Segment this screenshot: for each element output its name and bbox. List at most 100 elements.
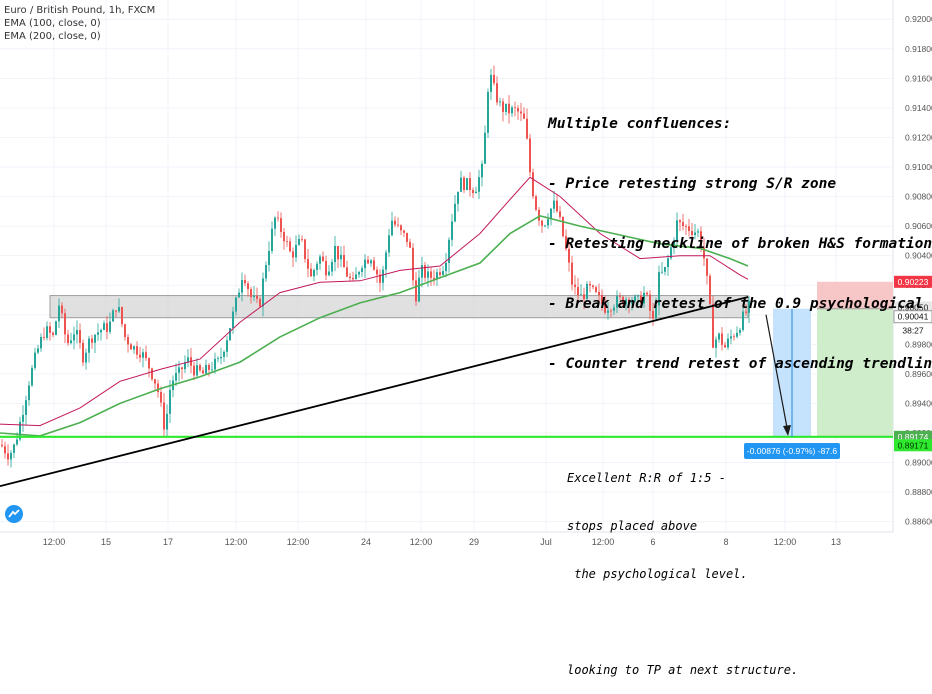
- candle-body: [13, 444, 15, 453]
- candle-body: [352, 277, 354, 280]
- candle-body: [574, 284, 576, 288]
- candle-body: [481, 163, 483, 178]
- zones[interactable]: [49, 281, 893, 437]
- candle-body: [724, 344, 726, 348]
- candle-body: [241, 280, 243, 293]
- candle-body: [436, 272, 438, 280]
- candle-body: [85, 352, 87, 363]
- candle-body: [571, 262, 573, 285]
- candle-body: [58, 305, 60, 322]
- candle-body: [649, 294, 651, 311]
- candle-body: [325, 260, 327, 276]
- candle-body: [103, 323, 105, 330]
- candle-body: [46, 326, 48, 338]
- candle-body: [307, 259, 309, 269]
- candle-body: [646, 292, 648, 295]
- tradingview-logo-icon[interactable]: [4, 504, 24, 524]
- candle-body: [397, 224, 399, 226]
- candle-body: [295, 244, 297, 258]
- ema100-legend[interactable]: EMA (100, close, 0): [4, 18, 101, 29]
- candle-body: [106, 323, 108, 332]
- candle-body: [730, 336, 732, 339]
- candle-body: [433, 277, 435, 280]
- candle-body: [121, 307, 123, 325]
- candle-body: [607, 310, 609, 313]
- candle-body: [310, 268, 312, 277]
- candle-body: [232, 311, 234, 329]
- candle-body: [595, 287, 597, 292]
- candle-body: [454, 203, 456, 222]
- candle-body: [622, 296, 624, 305]
- candle-body: [268, 250, 270, 266]
- price-tag-text: 0.89171: [898, 440, 929, 450]
- candle-body: [145, 352, 147, 359]
- candle-body: [67, 334, 69, 344]
- candle-body: [670, 247, 672, 259]
- ema200-legend[interactable]: EMA (200, close, 0): [4, 31, 101, 42]
- candle-body: [169, 389, 171, 414]
- candle-body: [370, 260, 372, 264]
- candle-body: [727, 338, 729, 348]
- time-tick-label: 17: [163, 537, 173, 547]
- candle-body: [331, 262, 333, 272]
- candle-body: [520, 111, 522, 114]
- candle-body: [640, 295, 642, 304]
- candle-body: [652, 310, 654, 319]
- candle-body: [229, 328, 231, 341]
- time-tick-label: 12:00: [225, 537, 248, 547]
- candle-body: [124, 324, 126, 338]
- candle-body: [469, 178, 471, 191]
- candle-body: [535, 196, 537, 210]
- candle-body: [478, 177, 480, 192]
- candle-body: [277, 217, 279, 219]
- price-tag-text: 0.90041: [898, 312, 929, 322]
- candle-body: [430, 271, 432, 278]
- time-tick-label: 12:00: [592, 537, 615, 547]
- confluences-note[interactable]: Multiple confluences: - Price retesting …: [548, 74, 932, 394]
- confluences-line: - Price retesting strong S/R zone: [548, 176, 837, 192]
- candle-body: [154, 379, 156, 384]
- candle-body: [598, 291, 600, 296]
- price-chart[interactable]: 0.886000.888000.890000.892000.894000.896…: [0, 0, 932, 550]
- candle-body: [505, 103, 507, 112]
- candle-body: [100, 329, 102, 333]
- candle-body: [94, 334, 96, 343]
- candle-body: [391, 220, 393, 236]
- candle-body: [691, 231, 693, 235]
- candle-body: [238, 292, 240, 298]
- time-tick-label: Jul: [540, 537, 552, 547]
- rr-note[interactable]: Excellent R:R of 1:5 - stops placed abov…: [567, 438, 798, 694]
- candle-body: [61, 305, 63, 314]
- candle-body: [523, 113, 525, 119]
- candle-body: [715, 339, 717, 348]
- drawings[interactable]: [0, 296, 893, 488]
- candle-body: [733, 336, 735, 338]
- price-tag-level-bottom: [894, 439, 932, 452]
- candle-body: [355, 274, 357, 280]
- symbol-title[interactable]: Euro / British Pound, 1h, FXCM: [4, 5, 156, 16]
- candle-body: [703, 247, 705, 259]
- candle-body: [199, 365, 201, 371]
- rr-line: [567, 614, 798, 630]
- candle-body: [37, 348, 39, 353]
- candle-body: [445, 262, 447, 272]
- candle-body: [415, 280, 417, 302]
- projection-arrowhead: [783, 424, 791, 436]
- rr-line: looking to TP at next structure.: [567, 663, 799, 677]
- candle-body: [610, 310, 612, 312]
- candle-body: [532, 172, 534, 197]
- candle-body: [187, 357, 189, 363]
- candle-body: [79, 329, 81, 343]
- candle-body: [373, 260, 375, 270]
- candle-body: [334, 245, 336, 263]
- candle-body: [43, 336, 45, 338]
- candle-body: [193, 365, 195, 376]
- candle-body: [628, 299, 630, 304]
- candle-body: [631, 301, 633, 304]
- candle-body: [304, 239, 306, 260]
- candle-body: [7, 453, 9, 460]
- candle-body: [70, 340, 72, 344]
